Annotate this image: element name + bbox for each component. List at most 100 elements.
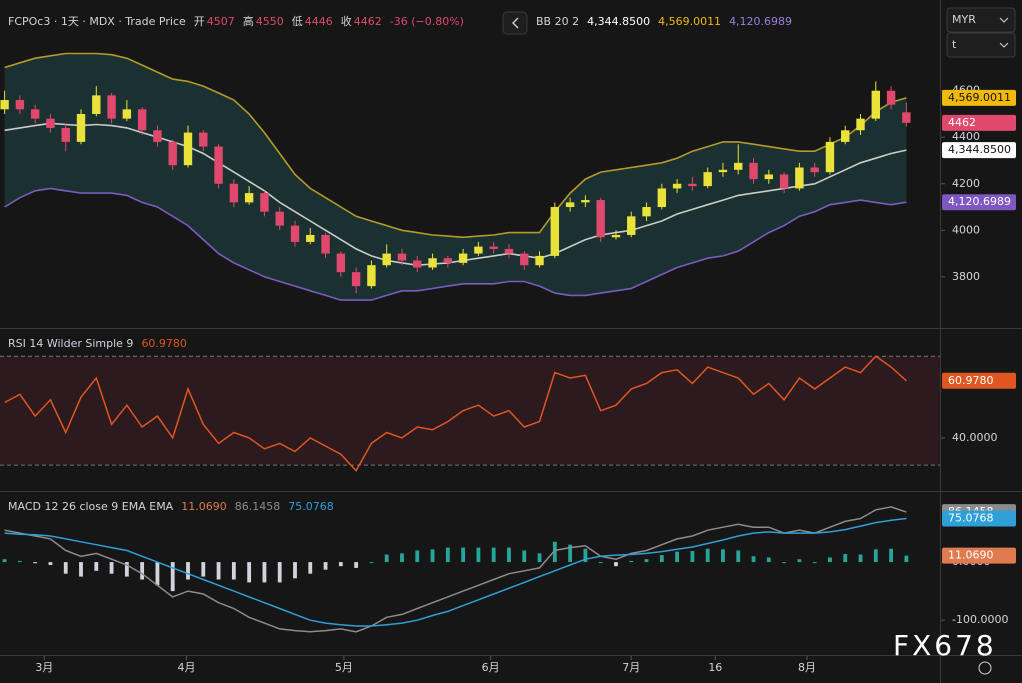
collapse-button[interactable] [502, 11, 528, 35]
band-line [4, 187, 907, 301]
candle-body [92, 95, 101, 114]
candle-body [336, 253, 346, 273]
price-badge-label: 4462 [948, 116, 976, 129]
price-badge-label: 4,120.6989 [948, 195, 1011, 208]
candle-body [565, 202, 575, 208]
candle-body [688, 183, 697, 187]
histogram-bar [644, 559, 649, 563]
stat-name: 开 [194, 15, 205, 28]
y-tick-label: 40.0000 [952, 431, 998, 444]
price-badge [942, 372, 1016, 389]
candle-body [367, 265, 376, 287]
candle-body [749, 162, 758, 180]
candle-body [886, 90, 896, 105]
x-tick-label: 7月 [622, 661, 640, 674]
x-tick-label: 6月 [482, 661, 500, 674]
candle-body [504, 248, 514, 254]
histogram-bar [308, 562, 313, 574]
candle-body [657, 188, 667, 208]
stat-name: 高 [243, 14, 254, 28]
indicator-value: 4,120.6989 [729, 15, 792, 28]
y-tick-label: 4200 [952, 177, 980, 190]
candle-body [825, 141, 835, 173]
histogram-bar [2, 559, 7, 563]
histogram-bar [124, 562, 129, 577]
price-badge [942, 194, 1016, 211]
panel-value: 11.0690 [181, 500, 227, 513]
candle-body [351, 272, 361, 287]
panel-legend: MACD 12 26 close 9 EMA EMA 11.0690 86.1458… [8, 500, 334, 513]
histogram-bar [323, 562, 328, 570]
histogram-bar [262, 562, 267, 583]
candle-body [122, 109, 132, 119]
histogram-bar [904, 555, 909, 563]
histogram-bar [675, 551, 680, 563]
histogram-bar [736, 550, 741, 563]
panel-value: 75.0768 [288, 500, 334, 513]
x-tick-label: 4月 [177, 661, 195, 674]
candle-body [734, 162, 743, 170]
candle-body [627, 216, 636, 235]
histogram-bar [354, 562, 359, 568]
indicator-value: 4,569.0011 [658, 15, 721, 28]
price-badge-label: 4,344.8500 [948, 143, 1011, 156]
candle-body [703, 172, 712, 187]
y-tick-label: 4000 [952, 223, 980, 236]
candle-body [458, 253, 468, 263]
histogram-bar [705, 548, 710, 563]
candle-body [642, 207, 651, 217]
histogram-bar [782, 562, 787, 564]
histogram-bar [170, 562, 175, 592]
histogram-bar [583, 548, 588, 563]
price-badge-label: 60.9780 [948, 374, 994, 387]
stat-value: 4550 [256, 15, 284, 28]
candle-body [382, 253, 391, 266]
candle-body [290, 225, 300, 242]
candle-body [535, 255, 544, 266]
histogram-bar [598, 562, 603, 564]
histogram-bar [94, 562, 99, 571]
x-tick-label: 5月 [335, 661, 353, 674]
candle-body [260, 193, 269, 212]
candle-body [871, 90, 881, 119]
candle-body [306, 234, 315, 242]
candle-body [596, 200, 605, 238]
price-badge-label: 4,569.0011 [948, 91, 1011, 104]
macd-line [4, 506, 907, 633]
level-band [0, 356, 940, 466]
histogram-bar [873, 549, 878, 563]
dropdown-icon [999, 42, 1009, 48]
candle-body [489, 246, 498, 249]
currency: MYR [952, 13, 976, 26]
candle-body [795, 167, 804, 189]
currency-select[interactable] [946, 7, 1016, 33]
unit: t [952, 38, 957, 51]
histogram-bar [797, 559, 802, 563]
histogram-bar [400, 553, 404, 563]
panel-legend: RSI 14 Wilder Simple 9 60.9780 [8, 337, 187, 350]
histogram-bar [277, 562, 282, 583]
histogram-bar [338, 562, 343, 567]
candle-body [902, 112, 911, 123]
watermark: FX678 [893, 629, 997, 662]
candle-body [856, 118, 865, 131]
candle-body [183, 132, 193, 166]
histogram-bar [552, 541, 557, 563]
candle-body [520, 253, 529, 266]
histogram-bar [858, 554, 863, 563]
histogram-bar [384, 554, 389, 563]
histogram-bar [812, 562, 817, 564]
y-tick-label: -100.0000 [952, 613, 1008, 626]
settings-icon[interactable] [978, 661, 992, 675]
histogram-bar [568, 544, 573, 563]
candle-body [321, 234, 330, 254]
histogram-bar [79, 562, 83, 577]
histogram-bar [843, 553, 848, 563]
candle-body [550, 207, 560, 256]
histogram-bar [430, 549, 435, 563]
histogram-bar [109, 562, 114, 574]
unit-select[interactable] [946, 32, 1016, 58]
histogram-bar [751, 556, 756, 563]
candle-body [841, 130, 850, 142]
